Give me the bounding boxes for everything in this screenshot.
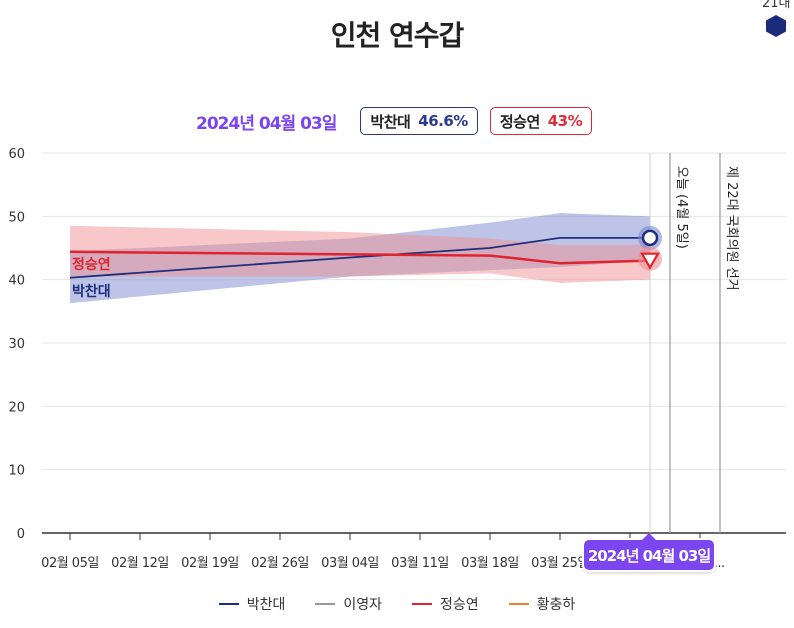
legend-label: 이영자: [343, 597, 382, 613]
legend-label: 정승연: [440, 597, 479, 613]
annotation-label: 제 22대 국회의원 선거: [724, 166, 739, 291]
y-tick-label: 20: [8, 400, 25, 415]
y-tick-label: 40: [8, 274, 25, 289]
legend-item[interactable]: 박찬대: [218, 594, 286, 614]
y-tick-label: 50: [8, 210, 25, 225]
chip-value: 46.6%: [418, 112, 468, 130]
hexagon-icon[interactable]: [764, 14, 788, 38]
legend-item[interactable]: 이영자: [315, 594, 382, 614]
data-point-marker: [640, 252, 660, 270]
x-tick-label: 02월 12일: [111, 556, 169, 571]
legend-item[interactable]: 정승연: [412, 594, 479, 614]
x-tick-label: 03월 25일: [531, 556, 589, 571]
legend-swatch: [315, 603, 336, 605]
y-tick-label: 0: [17, 527, 25, 542]
y-tick-label: 10: [8, 464, 25, 479]
x-tick-label: 02월 26일: [251, 556, 309, 571]
series-label: 박찬대: [72, 283, 111, 300]
candidate-chip-2[interactable]: 정승연 43%: [489, 107, 593, 135]
chip-value: 43%: [547, 112, 583, 130]
legend-swatch: [412, 603, 432, 605]
legend-swatch: [218, 603, 239, 605]
data-point-marker: [641, 229, 659, 247]
info-bar: 2024년 04월 03일 박찬대 46.6% 정승연 43%: [196, 106, 593, 136]
info-date: 2024년 04월 03일: [196, 113, 337, 134]
x-tick-label: 03월 11일: [391, 556, 449, 571]
corner-label: 21대: [762, 0, 791, 11]
legend-label: 황충하: [536, 597, 576, 613]
series-line: [69, 250, 651, 265]
y-tick-label: 30: [8, 337, 25, 352]
y-tick-label: 60: [8, 147, 25, 162]
legend-swatch: [508, 603, 529, 605]
legend-label: 박찬대: [246, 597, 286, 613]
page-title: 인천 연수갑: [330, 19, 465, 52]
chip-name: 박찬대: [370, 112, 411, 131]
x-tick-label: 02월 05일: [41, 556, 99, 571]
date-tooltip: 2024년 04월 03일: [584, 533, 714, 570]
x-tick-label: 03월 18일: [461, 556, 519, 571]
series-line: [69, 236, 650, 279]
x-tick-label: 03월 04일: [321, 556, 379, 571]
series-label: 정승연: [72, 256, 111, 273]
legend-item[interactable]: 황충하: [508, 594, 576, 614]
annotation-label: 오늘 (4월 5일): [674, 166, 689, 249]
x-tick-label: 02월 19일: [181, 556, 239, 571]
chip-name: 정승연: [499, 112, 540, 131]
legend: 박찬대 이영자 정승연 황충하: [0, 594, 794, 614]
candidate-chip-1[interactable]: 박찬대 46.6%: [360, 107, 478, 135]
